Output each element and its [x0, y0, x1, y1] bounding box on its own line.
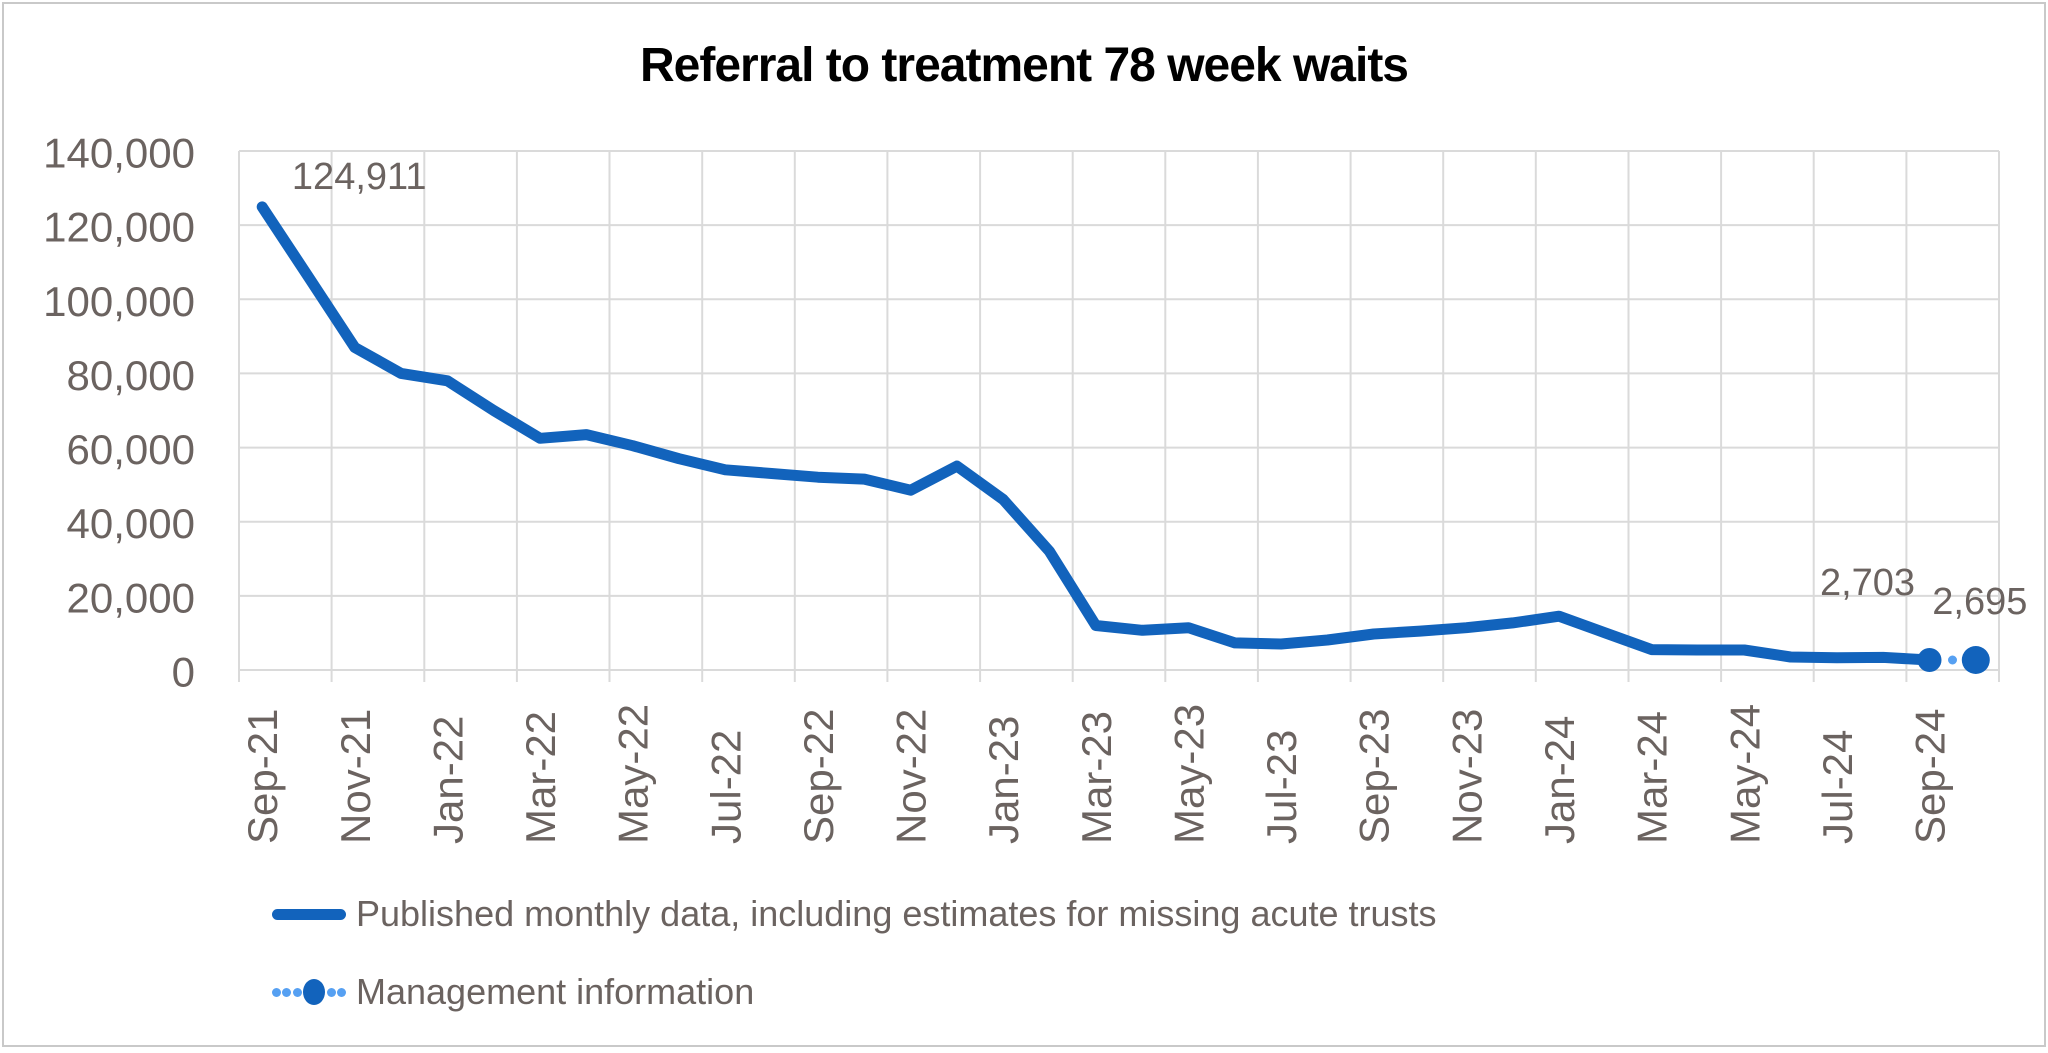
management-marker	[1961, 646, 1990, 674]
legend-item-published: Published monthly data, including estima…	[272, 888, 1437, 940]
y-tick-label: 100,000	[43, 278, 195, 325]
marker-dot-icon	[303, 979, 326, 1005]
y-tick-label: 80,000	[67, 352, 195, 399]
legend: Published monthly data, including estima…	[272, 888, 1437, 1044]
x-tick-label: Jul-22	[702, 730, 749, 844]
x-tick-label: Jan-24	[1536, 716, 1583, 844]
x-tick-label: Nov-21	[332, 709, 379, 844]
published-end-marker	[1917, 648, 1942, 672]
legend-item-management: Management information	[272, 966, 1437, 1018]
x-tick-label: Mar-23	[1073, 711, 1120, 844]
x-tick-label: Sep-21	[239, 709, 286, 844]
y-tick-label: 40,000	[67, 500, 195, 547]
dot-icon	[336, 987, 346, 997]
legend-label-published: Published monthly data, including estima…	[356, 893, 1437, 934]
dot-icon	[272, 987, 281, 997]
chart-title: Referral to treatment 78 week waits	[640, 39, 1409, 92]
solid-line-icon	[272, 908, 346, 920]
x-tick-label: Sep-24	[1907, 709, 1954, 844]
chart-plot-area: 0 20,000 40,000 60,000 80,000 100,000 120,000 1…	[43, 130, 2027, 845]
data-label: 2,695	[1932, 581, 2027, 623]
x-tick-label: Mar-22	[517, 711, 564, 844]
x-tick-label: Jan-23	[980, 716, 1027, 844]
x-tick-label: May-24	[1721, 704, 1768, 844]
series-published-line	[256, 201, 1935, 666]
x-tick-label: Nov-22	[888, 709, 935, 844]
y-tick-label: 60,000	[67, 426, 195, 473]
x-tick-label: Jan-22	[424, 716, 471, 844]
x-tick-label: Mar-24	[1629, 711, 1676, 844]
x-tick-label: Jul-23	[1258, 730, 1305, 844]
y-tick-label: 0	[172, 649, 195, 696]
legend-swatch-solid-line	[272, 908, 346, 920]
dot-icon	[282, 987, 292, 997]
x-tick-label: Jul-24	[1814, 730, 1861, 844]
x-tick-label: Nov-23	[1443, 709, 1490, 844]
legend-label-management: Management information	[356, 971, 755, 1012]
data-label: 124,911	[292, 156, 427, 198]
y-tick-label: 140,000	[43, 130, 195, 177]
legend-swatch-dotted-line	[272, 979, 346, 1005]
y-tick-label: 20,000	[67, 574, 195, 621]
y-tick-label: 120,000	[43, 204, 195, 251]
dot-icon	[292, 987, 302, 997]
x-tick-label: Sep-22	[795, 709, 842, 844]
dot-icon	[326, 987, 336, 997]
x-tick-label: May-23	[1166, 704, 1213, 844]
data-label: 2,703	[1820, 562, 1915, 604]
x-tick-label: Sep-23	[1351, 709, 1398, 844]
x-tick-label: May-22	[610, 704, 657, 844]
